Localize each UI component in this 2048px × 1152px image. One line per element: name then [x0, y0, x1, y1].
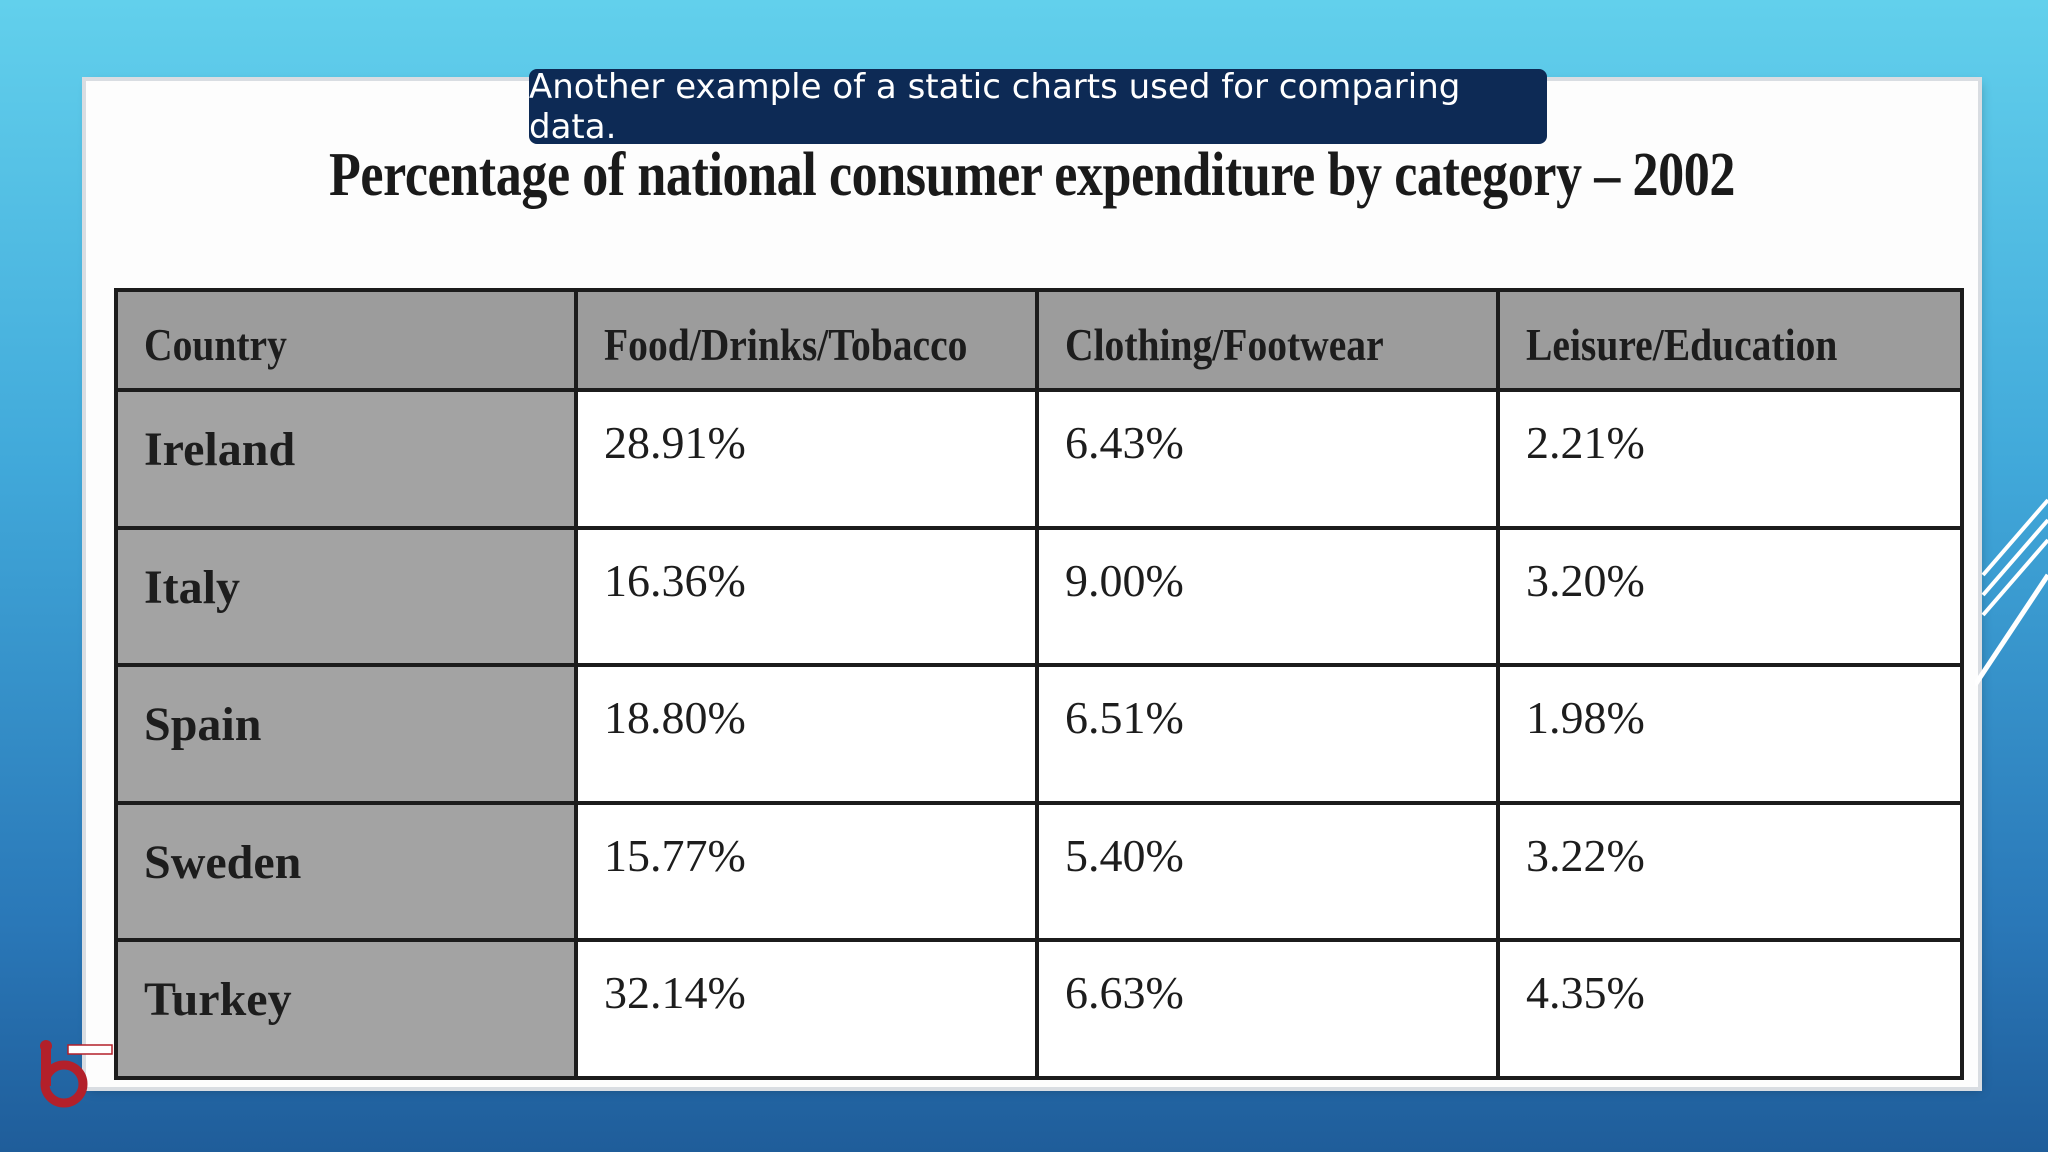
column-header: Country [114, 288, 578, 392]
clothing-value-cell: 6.63% [1035, 938, 1500, 1080]
column-header: Food/Drinks/Tobacco [574, 288, 1039, 392]
leisure-value-cell: 1.98% [1496, 663, 1964, 805]
clothing-value-cell: 6.51% [1035, 663, 1500, 805]
column-header-label: Food/Drinks/Tobacco [604, 319, 968, 370]
expenditure-table: Country Food/Drinks/Tobacco Clothing/Foo… [114, 288, 1964, 1080]
table-row: Spain 18.80% 6.51% 1.98% [114, 663, 1964, 805]
table-row: Italy 16.36% 9.00% 3.20% [114, 525, 1964, 668]
country-cell: Italy [114, 525, 578, 668]
logo-icon [40, 1040, 113, 1108]
header-row: Country Food/Drinks/Tobacco Clothing/Foo… [114, 288, 1964, 392]
caption-banner: Another example of a static charts used … [529, 67, 1547, 147]
country-cell: Turkey [114, 938, 578, 1080]
column-header-label: Leisure/Education [1526, 319, 1838, 370]
food-value-cell: 16.36% [574, 525, 1039, 668]
food-value-cell: 15.77% [574, 800, 1039, 943]
country-cell: Ireland [114, 388, 578, 530]
clothing-value-cell: 5.40% [1035, 800, 1500, 943]
column-header: Leisure/Education [1496, 288, 1964, 392]
clothing-value-cell: 6.43% [1035, 388, 1500, 530]
table-row: Sweden 15.77% 5.40% 3.22% [114, 800, 1964, 943]
column-header-label: Country [144, 319, 287, 370]
column-header: Clothing/Footwear [1035, 288, 1500, 392]
country-cell: Sweden [114, 800, 578, 943]
chart-title: Percentage of national consumer expendit… [328, 141, 1735, 209]
food-value-cell: 18.80% [574, 663, 1039, 805]
food-value-cell: 32.14% [574, 938, 1039, 1080]
country-cell: Spain [114, 663, 578, 805]
leisure-value-cell: 4.35% [1496, 938, 1964, 1080]
leisure-value-cell: 3.22% [1496, 800, 1964, 943]
decorative-lines-icon [1975, 498, 2048, 687]
leisure-value-cell: 2.21% [1496, 388, 1964, 530]
table-row: Turkey 32.14% 6.63% 4.35% [114, 938, 1964, 1080]
table-row: Ireland 28.91% 6.43% 2.21% [114, 388, 1964, 530]
column-header-label: Clothing/Footwear [1065, 319, 1384, 370]
food-value-cell: 28.91% [574, 388, 1039, 530]
leisure-value-cell: 3.20% [1496, 525, 1964, 668]
clothing-value-cell: 9.00% [1035, 525, 1500, 668]
